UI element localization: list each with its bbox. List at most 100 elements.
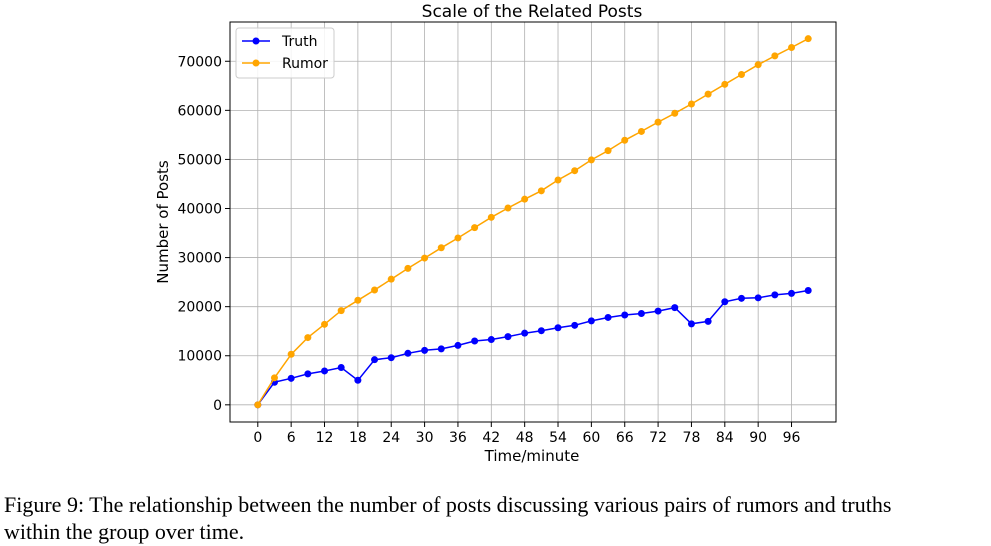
figure-caption: Figure 9: The relationship between the n… (4, 491, 989, 545)
data-point-truth (304, 370, 312, 378)
data-point-rumor (537, 187, 545, 195)
legend-swatch-marker (252, 59, 260, 67)
legend-label-truth: Truth (281, 34, 318, 50)
data-point-rumor (604, 147, 612, 155)
data-point-rumor (321, 320, 329, 328)
y-tick-label: 60000 (177, 103, 222, 119)
data-point-rumor (737, 71, 745, 79)
data-point-rumor (654, 118, 662, 126)
data-point-truth (354, 376, 362, 384)
data-point-truth (504, 333, 512, 341)
series-truth (254, 286, 812, 409)
data-point-truth (737, 294, 745, 302)
x-tick-label: 78 (683, 430, 701, 446)
data-point-rumor (704, 90, 712, 98)
data-point-truth (754, 294, 762, 302)
data-point-truth (771, 291, 779, 299)
y-tick-label: 0 (213, 398, 222, 414)
data-point-truth (704, 317, 712, 325)
series-rumor (254, 35, 812, 409)
data-point-truth (321, 367, 329, 375)
legend-item-rumor: Rumor (242, 56, 328, 72)
x-tick-label: 6 (287, 430, 296, 446)
caption-line-1: Figure 9: The relationship between the n… (4, 492, 892, 517)
plot-frame (229, 21, 837, 423)
data-point-rumor (387, 275, 395, 283)
data-point-truth (587, 317, 595, 325)
data-point-truth (521, 329, 529, 337)
data-point-rumor (754, 61, 762, 69)
caption-line-2: within the group over time. (4, 519, 245, 544)
y-tick-label: 20000 (177, 300, 222, 316)
data-point-rumor (454, 234, 462, 242)
data-point-truth (621, 311, 629, 319)
x-tick-label: 36 (449, 430, 467, 446)
data-point-rumor (254, 401, 262, 409)
chart-title: Scale of the Related Posts (422, 2, 643, 22)
data-point-rumor (671, 109, 679, 117)
y-axis-label: Number of Posts (154, 160, 172, 284)
data-point-rumor (571, 167, 579, 175)
data-point-truth (287, 374, 295, 382)
data-point-truth (404, 349, 412, 357)
data-point-truth (721, 298, 729, 306)
line-chart: 0 6 12 18 24 30 36 42 48 54 60 66 72 78 84 90 96 0 10000 2… (154, 2, 837, 465)
data-point-rumor (621, 136, 629, 144)
legend: Truth Rumor (235, 27, 335, 79)
x-tick-label: 30 (416, 430, 434, 446)
data-point-rumor (304, 334, 312, 342)
data-point-rumor (721, 80, 729, 88)
data-point-truth (637, 310, 645, 318)
data-point-rumor (371, 286, 379, 294)
y-axis: 0 10000 20000 30000 40000 50000 60000 70000 (177, 54, 230, 414)
y-tick-label: 40000 (177, 202, 222, 218)
data-point-rumor (337, 307, 345, 315)
data-point-truth (788, 289, 796, 297)
data-point-rumor (637, 127, 645, 135)
data-point-truth (537, 327, 545, 335)
data-point-truth (487, 336, 495, 344)
series-line-rumor (257, 38, 809, 406)
data-point-truth (337, 364, 345, 372)
data-point-rumor (437, 244, 445, 252)
data-point-truth (654, 307, 662, 315)
y-tick-label: 10000 (177, 349, 222, 365)
data-point-rumor (788, 44, 796, 52)
x-tick-label: 54 (549, 430, 567, 446)
data-point-rumor (487, 213, 495, 221)
legend-label-rumor: Rumor (282, 56, 328, 72)
x-tick-label: 42 (482, 430, 500, 446)
grid (230, 22, 836, 422)
data-point-truth (471, 337, 479, 345)
x-tick-label: 48 (516, 430, 534, 446)
series-line-truth (257, 289, 809, 406)
data-point-truth (571, 321, 579, 329)
data-point-rumor (587, 156, 595, 164)
legend-item-truth: Truth (242, 34, 318, 50)
y-tick-label: 50000 (177, 152, 222, 168)
data-point-truth (387, 354, 395, 362)
x-tick-label: 0 (253, 430, 262, 446)
x-tick-label: 72 (649, 430, 667, 446)
y-tick-label: 70000 (177, 54, 222, 70)
data-point-truth (554, 324, 562, 332)
data-point-rumor (404, 264, 412, 272)
data-point-rumor (554, 176, 562, 184)
data-point-truth (687, 320, 695, 328)
x-tick-label: 60 (582, 430, 600, 446)
data-point-rumor (471, 224, 479, 232)
data-point-rumor (521, 195, 529, 203)
series-group (254, 35, 812, 409)
data-point-truth (604, 313, 612, 321)
data-point-truth (454, 341, 462, 349)
x-axis: 0 6 12 18 24 30 36 42 48 54 60 66 72 78 84 90 96 (253, 422, 801, 446)
data-point-truth (804, 286, 812, 294)
data-point-rumor (771, 52, 779, 60)
data-point-truth (371, 356, 379, 364)
data-point-rumor (287, 350, 295, 358)
x-tick-label: 84 (716, 430, 734, 446)
data-point-rumor (270, 374, 278, 382)
data-point-rumor (354, 296, 362, 304)
x-tick-label: 96 (783, 430, 801, 446)
x-axis-label: Time/minute (484, 447, 580, 465)
